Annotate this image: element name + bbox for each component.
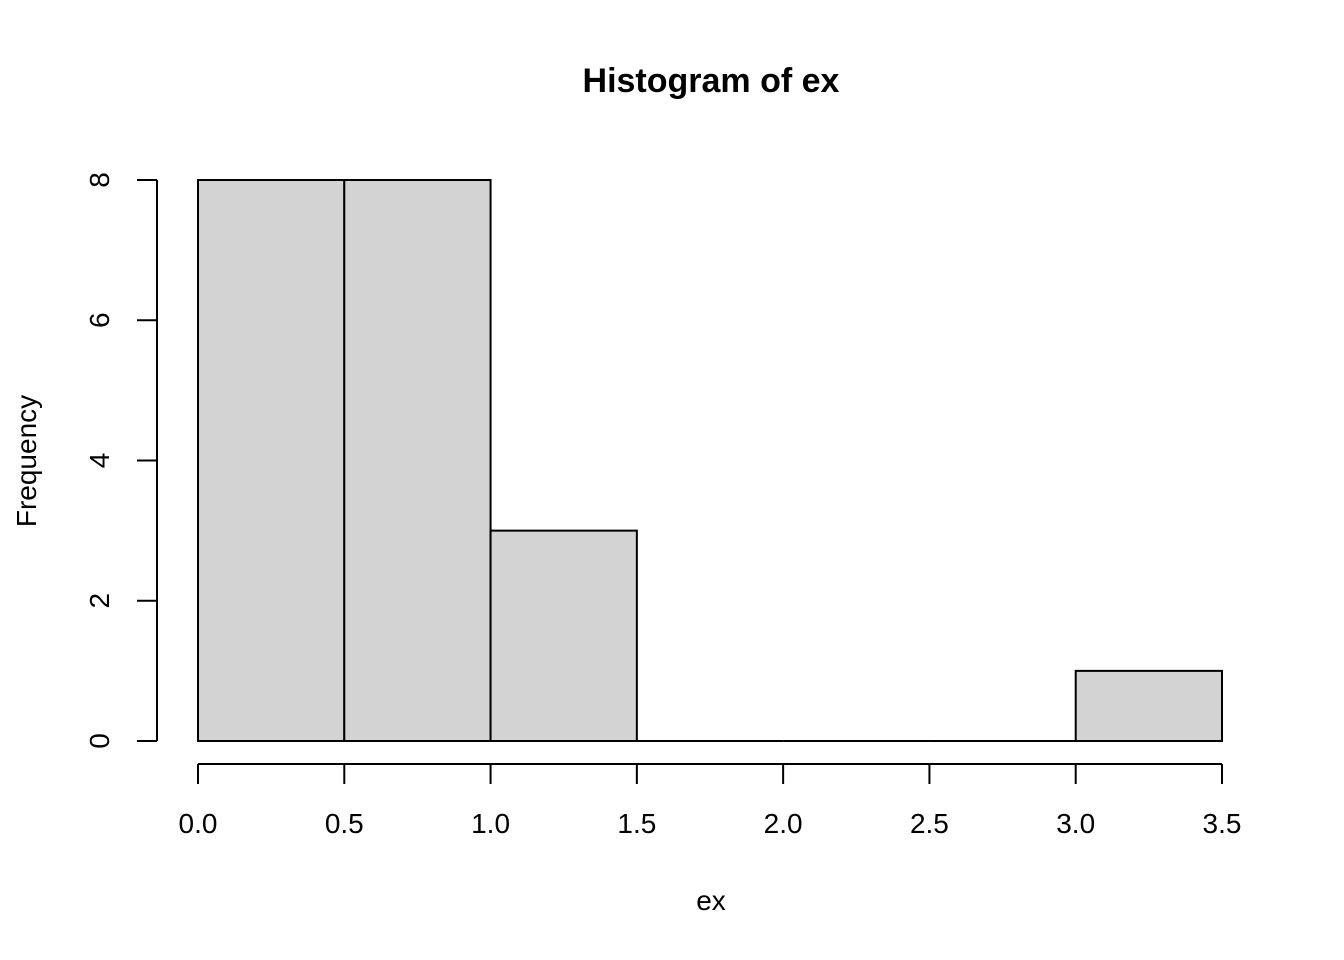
y-tick-label: 4 (84, 453, 115, 469)
y-axis: 0 2 4 6 8 (84, 172, 158, 749)
y-axis-label: Frequency (11, 395, 42, 527)
histogram-bar (197, 179, 346, 742)
x-tick-label: 2.0 (764, 808, 803, 839)
x-tick-label: 3.0 (1056, 808, 1095, 839)
histogram-bar (489, 529, 638, 742)
x-tick-label: 3.5 (1203, 808, 1242, 839)
y-tick-label: 8 (84, 172, 115, 188)
x-axis-label: ex (696, 885, 726, 916)
x-tick-label: 2.5 (910, 808, 949, 839)
bars-group (197, 179, 1223, 742)
histogram-bar (1074, 669, 1223, 742)
y-tick-label: 0 (84, 733, 115, 749)
x-axis: 0.0 0.5 1.0 1.5 2.0 2.5 3.0 3.5 (179, 763, 1242, 839)
histogram-bar (343, 179, 492, 742)
x-tick-label: 0.0 (179, 808, 218, 839)
y-tick-label: 2 (84, 593, 115, 609)
x-tick-label: 1.0 (471, 808, 510, 839)
chart-title: Histogram of ex (583, 62, 840, 100)
x-tick-label: 0.5 (325, 808, 364, 839)
x-tick-label: 1.5 (617, 808, 656, 839)
y-tick-label: 6 (84, 312, 115, 328)
